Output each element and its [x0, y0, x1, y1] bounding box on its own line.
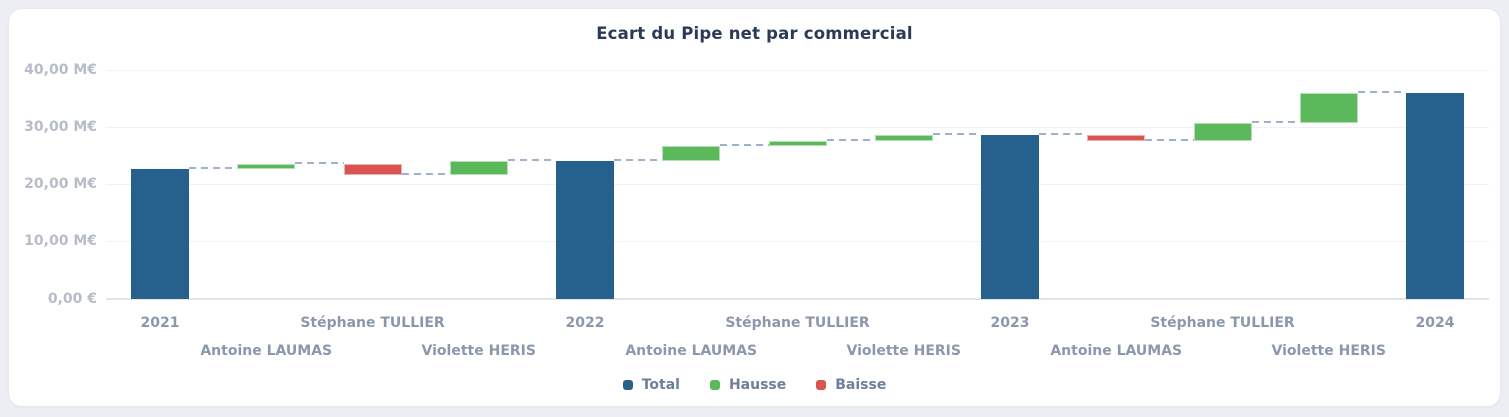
x-axis-label: Violette HERIS	[1271, 343, 1386, 359]
x-axis-label: 2023	[990, 315, 1030, 331]
chart-legend: Total Hausse Baisse	[0, 375, 1509, 395]
y-axis-tick-label: 20,00 M€	[24, 176, 97, 193]
bar-hausse[interactable]	[1193, 122, 1252, 141]
bar-baisse[interactable]	[1087, 135, 1146, 141]
x-axis-label: Antoine LAUMAS	[1050, 343, 1183, 359]
gridline-0	[106, 297, 1489, 300]
bar-total[interactable]	[556, 161, 614, 299]
chart-title: Ecart du Pipe net par commercial	[596, 24, 913, 43]
bar-total[interactable]	[131, 168, 189, 299]
x-axis-label: 2021	[140, 315, 180, 331]
legend-label: Hausse	[728, 377, 787, 393]
legend-label: Baisse	[835, 377, 887, 393]
bar-hausse[interactable]	[1299, 93, 1358, 123]
waterfall-connector	[1145, 138, 1194, 141]
x-axis-label: 2022	[565, 315, 605, 331]
gridline-20	[106, 184, 1489, 186]
y-axis-tick-label: 40,00 M€	[24, 61, 97, 78]
bar-hausse[interactable]	[237, 163, 296, 169]
x-axis-label: Stéphane TULLIER	[1150, 315, 1295, 331]
legend-item-hausse[interactable]: Hausse	[709, 377, 787, 393]
waterfall-connector	[720, 144, 769, 147]
waterfall-connector	[401, 172, 450, 175]
bar-hausse[interactable]	[874, 135, 933, 142]
y-axis-tick-label: 10,00 M€	[24, 233, 97, 250]
waterfall-connector	[1039, 133, 1088, 136]
gridline-40	[106, 69, 1489, 71]
legend-item-baisse[interactable]: Baisse	[816, 377, 886, 393]
waterfall-connector	[826, 139, 875, 142]
bar-hausse[interactable]	[768, 141, 827, 147]
x-axis-label: Violette HERIS	[421, 343, 536, 359]
waterfall-connector	[507, 159, 556, 162]
gridline-30	[106, 126, 1489, 128]
hausse-legend-marker-icon	[709, 380, 720, 390]
bar-baisse[interactable]	[343, 163, 402, 175]
x-axis-label: Antoine LAUMAS	[200, 343, 333, 359]
waterfall-connector	[932, 133, 981, 136]
bar-hausse[interactable]	[449, 161, 508, 175]
bar-hausse[interactable]	[662, 146, 721, 162]
x-axis-label: Stéphane TULLIER	[300, 315, 445, 331]
x-axis-label: Violette HERIS	[846, 343, 961, 359]
legend-item-total[interactable]: Total	[622, 377, 680, 393]
y-axis-tick-label: 0,00 €	[47, 290, 97, 307]
waterfall-connector	[189, 166, 238, 169]
waterfall-connector	[295, 161, 344, 164]
x-axis-label: 2024	[1415, 315, 1455, 331]
baisse-legend-marker-icon	[816, 380, 827, 390]
bar-total[interactable]	[1406, 93, 1464, 299]
total-legend-marker-icon	[622, 380, 633, 390]
legend-label: Total	[641, 377, 680, 393]
x-axis-label: Stéphane TULLIER	[725, 315, 870, 331]
bar-total[interactable]	[981, 135, 1039, 299]
waterfall-connector	[1251, 120, 1300, 123]
x-axis-label: Antoine LAUMAS	[625, 343, 758, 359]
chart-card	[8, 8, 1501, 407]
y-axis-tick-label: 30,00 M€	[24, 118, 97, 135]
waterfall-connector	[614, 159, 663, 162]
gridline-10	[106, 241, 1489, 243]
waterfall-connector	[1357, 91, 1406, 93]
